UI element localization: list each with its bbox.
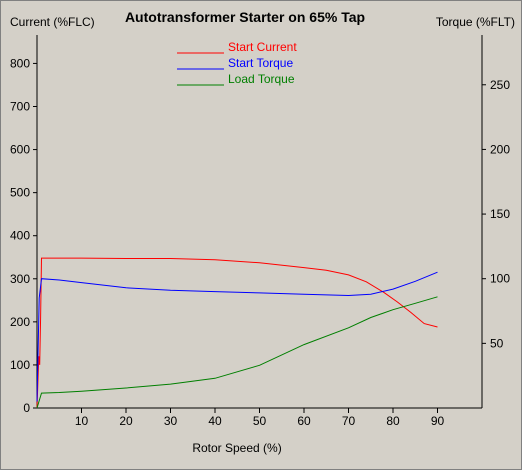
legend-label: Start Torque [228,56,293,70]
x-tick-label: 50 [253,414,267,428]
x-axis-label: Rotor Speed (%) [192,441,281,455]
right-axis-label: Torque (%FLT) [436,15,515,29]
right-y-tick-label: 50 [490,336,504,350]
chart-title: Autotransformer Starter on 65% Tap [125,9,365,25]
x-tick-label: 10 [75,414,89,428]
right-y-tick-label: 100 [490,272,510,286]
start-torque-line [36,271,438,402]
x-tick-label: 30 [164,414,178,428]
left-y-tick-label: 500 [10,186,30,200]
x-tick-label: 40 [208,414,222,428]
left-y-tick-label: 800 [10,56,30,70]
x-ticks: 10 20 30 40 50 60 70 80 90 [75,408,445,428]
right-y-tick-label: 250 [490,78,510,92]
left-y-tick-label: 0 [23,401,30,415]
left-y-tick-label: 200 [10,315,30,329]
start-current-line [36,257,438,409]
legend-label: Load Torque [228,72,295,86]
left-y-tick-label: 400 [10,229,30,243]
left-y-tick-label: 600 [10,143,30,157]
legend-label: Start Current [228,40,297,54]
x-tick-label: 60 [297,414,311,428]
x-tick-label: 20 [119,414,133,428]
left-axis-label: Current (%FLC) [10,15,95,29]
left-y-tick-label: 700 [10,99,30,113]
left-y-ticks: 0 100 200 300 400 500 600 700 800 [10,56,37,415]
right-y-ticks: 50 100 150 200 250 [482,78,510,350]
left-y-tick-label: 300 [10,272,30,286]
load-torque-line [36,296,438,409]
left-y-tick-label: 100 [10,358,30,372]
series-lines [36,257,438,409]
right-y-tick-label: 200 [490,142,510,156]
x-tick-label: 90 [431,414,445,428]
x-tick-label: 80 [386,414,400,428]
right-y-tick-label: 150 [490,207,510,221]
legend: Start Current Start Torque Load Torque [177,40,297,86]
x-tick-label: 70 [342,414,356,428]
